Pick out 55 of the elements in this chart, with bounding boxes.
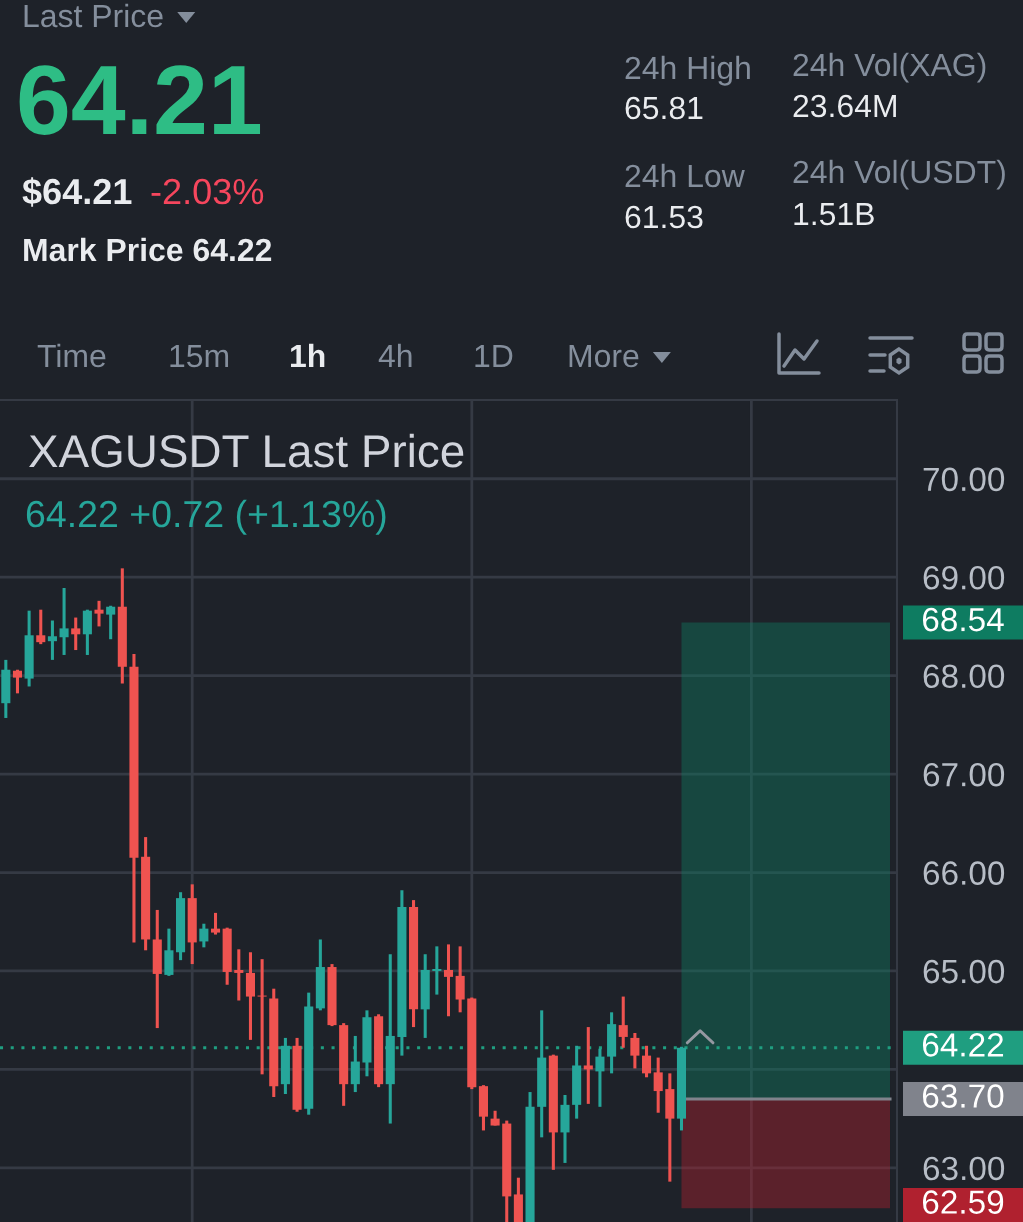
candlestick (245, 952, 255, 1040)
text: 64.21 (19, 65, 261, 135)
band-label: 68.54 (922, 607, 1004, 632)
candlestick (595, 1048, 605, 1107)
ref-line-label: 63.70 (922, 1084, 1004, 1108)
candlestick (210, 911, 221, 935)
text: 24h Low (625, 163, 745, 188)
text: 15m (170, 345, 229, 368)
y-tick-label: 65.00 (923, 959, 1005, 984)
candlestick (618, 996, 628, 1048)
y-tick-label: 63.00 (923, 1156, 1005, 1181)
text: 1h (291, 343, 325, 367)
text: XAGUSDT Last Price (29, 433, 464, 468)
candlestick (106, 605, 116, 641)
text: Mark Price 64.22 (24, 237, 272, 262)
text: 64.22 +0.72 (+1.13%) (26, 499, 386, 535)
candlestick (443, 944, 454, 1017)
candlestick (432, 946, 442, 995)
candlestick (642, 1044, 652, 1078)
text: 4h (378, 343, 412, 367)
band-label: 62.59 (922, 1190, 1004, 1214)
text: More (569, 345, 639, 368)
y-tick-label: 67.00 (923, 762, 1005, 787)
candlestick (94, 599, 104, 627)
text: Time (37, 343, 106, 368)
text: $64.21 (22, 177, 132, 207)
candlestick (583, 1027, 593, 1104)
candlestick (455, 946, 465, 1013)
y-tick-label: 69.00 (923, 566, 1005, 590)
text: -2.03% (151, 178, 264, 205)
text: 24h Vol(USDT) (793, 159, 1005, 190)
candlestick (257, 959, 267, 1075)
text: Last Price (24, 3, 163, 28)
y-tick-label: 68.00 (923, 664, 1005, 689)
text: 24h High (625, 55, 750, 86)
candlestick (47, 620, 57, 660)
y-tick-label: 70.00 (923, 467, 1005, 492)
text: 24h Vol(XAG) (793, 52, 986, 83)
candlestick (350, 1034, 360, 1094)
text: 65.81 (625, 96, 703, 120)
text: 1.51B (794, 203, 874, 226)
candlestick (82, 609, 92, 655)
candlestick (199, 923, 209, 948)
text: 23.64M (793, 94, 896, 118)
candlestick (653, 1057, 663, 1113)
candlestick (59, 588, 69, 655)
text: 1D (475, 345, 513, 367)
candlestick (630, 1032, 640, 1069)
y-tick-label: 66.00 (923, 861, 1005, 885)
ref-line-label: 64.22 (922, 1033, 1004, 1057)
candlestick (12, 669, 23, 694)
candlestick (36, 609, 46, 646)
text: 61.53 (625, 205, 703, 229)
candlestick (71, 617, 81, 652)
candlestick (234, 949, 244, 1001)
